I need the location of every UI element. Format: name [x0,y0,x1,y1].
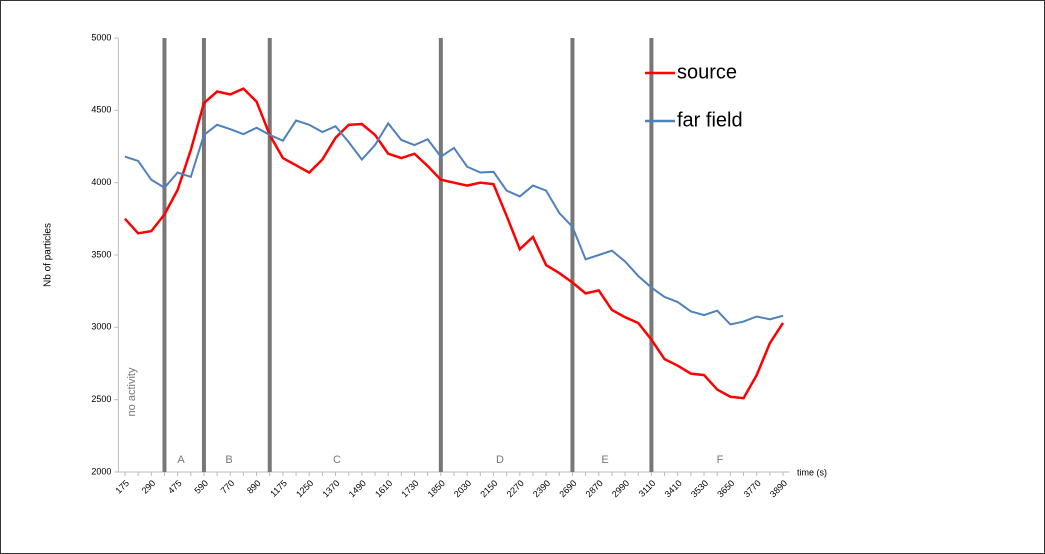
x-axis-label: time (s) [797,467,827,477]
phase-label: A [177,454,185,466]
line-series [124,87,785,400]
phase-label: no activity [126,367,138,416]
y-tick-label: 5000 [91,32,111,42]
y-tick-label: 2000 [91,466,111,476]
legend-label: far field [677,109,743,131]
y-tick-label: 4500 [91,105,111,115]
y-tick-label: 3500 [91,249,111,259]
y-tick-label: 4000 [91,177,111,187]
phase-label: F [717,454,724,466]
phase-label: E [601,454,608,466]
legend-label: source [677,61,737,83]
phase-label: D [496,454,504,466]
y-tick-label: 2500 [91,394,111,404]
phase-label: B [225,454,232,466]
line-series [124,119,784,326]
y-tick-label: 3000 [91,322,111,332]
phase-label: C [333,454,341,466]
y-axis-label: Nb of particles [43,223,54,287]
